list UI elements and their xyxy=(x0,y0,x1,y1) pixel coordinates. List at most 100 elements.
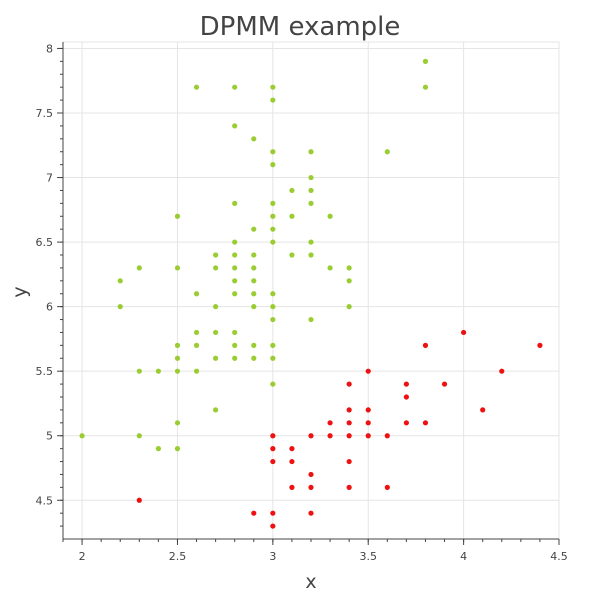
data-point xyxy=(403,381,409,387)
data-point xyxy=(193,342,200,348)
data-point xyxy=(346,278,352,284)
data-point xyxy=(136,497,142,503)
data-point xyxy=(270,239,276,245)
data-point xyxy=(174,213,181,219)
data-point xyxy=(232,329,238,336)
data-point xyxy=(289,187,295,194)
data-point xyxy=(384,433,390,439)
data-point xyxy=(155,368,161,374)
x-tick-label: 4.5 xyxy=(550,550,568,563)
data-point xyxy=(403,394,409,400)
data-point xyxy=(193,291,200,297)
data-point xyxy=(270,149,276,155)
data-point xyxy=(174,420,181,426)
data-point xyxy=(270,226,276,232)
data-point xyxy=(327,420,333,426)
data-point xyxy=(289,252,295,258)
data-point xyxy=(289,213,295,219)
x-tick-label: 3 xyxy=(269,550,276,563)
x-tick-label: 2 xyxy=(79,550,86,563)
data-point xyxy=(232,123,238,129)
data-point xyxy=(270,458,276,465)
data-point xyxy=(251,252,257,258)
data-point xyxy=(270,433,276,439)
grid-lines xyxy=(63,42,560,539)
data-point xyxy=(270,200,276,206)
data-point xyxy=(270,304,276,310)
data-point xyxy=(270,342,276,348)
y-tick-label: 5 xyxy=(46,430,53,443)
data-point xyxy=(117,278,123,284)
data-point xyxy=(308,239,314,245)
data-point xyxy=(232,252,238,258)
data-point xyxy=(270,213,276,219)
data-point xyxy=(251,278,257,284)
x-axis-title: x xyxy=(305,571,316,593)
data-point xyxy=(308,433,314,439)
data-point xyxy=(308,200,314,206)
data-point xyxy=(174,446,181,452)
data-point xyxy=(422,58,429,64)
data-point xyxy=(232,355,238,361)
data-point xyxy=(327,265,333,271)
data-point xyxy=(384,484,390,490)
data-point xyxy=(346,420,352,426)
data-point xyxy=(174,368,181,374)
data-point xyxy=(117,304,123,310)
data-point xyxy=(365,407,371,413)
data-point xyxy=(403,420,409,426)
data-point xyxy=(232,278,238,284)
data-point xyxy=(289,446,295,452)
data-point xyxy=(346,381,352,387)
data-point xyxy=(270,162,276,168)
data-point xyxy=(270,446,276,452)
data-point xyxy=(270,523,276,529)
data-point xyxy=(365,420,371,426)
data-point xyxy=(461,329,467,336)
y-tick-label: 6.5 xyxy=(36,236,54,249)
data-point xyxy=(308,174,314,181)
data-point xyxy=(213,252,219,258)
data-point xyxy=(441,381,448,387)
data-point xyxy=(174,342,181,348)
data-point xyxy=(251,291,257,297)
data-point xyxy=(308,149,314,155)
data-point xyxy=(327,213,333,219)
data-point xyxy=(308,484,314,490)
plot-frame xyxy=(62,41,560,540)
data-point xyxy=(308,510,314,516)
data-point xyxy=(136,368,142,374)
data-point xyxy=(155,446,161,452)
data-point xyxy=(193,329,200,336)
axes: 2 2.5 3 3.5 4 4.5 4.5 5 5.5 6 6.5 7 7.5 8 xyxy=(36,42,568,563)
data-point xyxy=(499,368,505,374)
y-tick-label: 7 xyxy=(46,172,53,185)
data-point xyxy=(213,355,219,361)
data-point xyxy=(422,84,429,90)
data-point xyxy=(327,433,333,439)
data-point xyxy=(308,252,314,258)
data-point xyxy=(251,510,257,516)
data-point xyxy=(365,433,371,439)
data-point xyxy=(232,84,238,90)
data-point xyxy=(193,84,200,90)
y-tick-label: 8 xyxy=(46,42,53,55)
data-point xyxy=(270,291,276,297)
data-point xyxy=(79,433,85,439)
data-point xyxy=(136,265,142,271)
data-point xyxy=(213,329,219,336)
data-point xyxy=(232,265,238,271)
data-points xyxy=(79,58,543,529)
y-axis-title: y xyxy=(9,286,31,297)
data-point xyxy=(232,239,238,245)
data-point xyxy=(213,265,219,271)
series-2 xyxy=(136,329,543,529)
data-point xyxy=(346,304,352,310)
data-point xyxy=(346,265,352,271)
data-point xyxy=(270,510,276,516)
data-point xyxy=(251,226,257,232)
data-point xyxy=(308,471,314,478)
data-point xyxy=(270,84,276,90)
